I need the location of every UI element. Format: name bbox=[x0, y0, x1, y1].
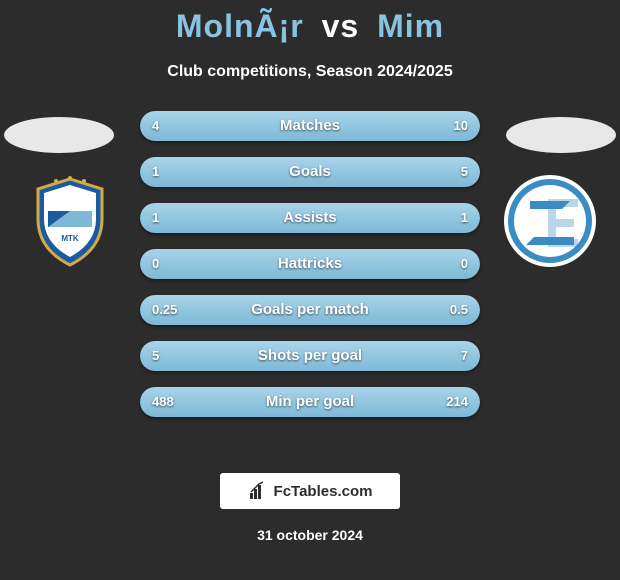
comparison-title: MolnÃ¡r vs Mim bbox=[0, 0, 620, 45]
stat-row: 11Assists bbox=[140, 203, 480, 233]
left-oval-decoration bbox=[4, 117, 114, 153]
vs-label: vs bbox=[322, 8, 360, 44]
stat-label: Shots per goal bbox=[140, 341, 480, 371]
footer-date: 31 october 2024 bbox=[0, 527, 620, 543]
fctables-logo-icon bbox=[248, 481, 268, 501]
stat-label: Assists bbox=[140, 203, 480, 233]
stats-container: 410Matches 15Goals 11Assists 00Hattricks 0.2… bbox=[140, 111, 480, 433]
stat-label: Goals per match bbox=[140, 295, 480, 325]
stat-label: Hattricks bbox=[140, 249, 480, 279]
subtitle: Club competitions, Season 2024/2025 bbox=[0, 63, 620, 81]
stat-row: 57Shots per goal bbox=[140, 341, 480, 371]
stat-row: 15Goals bbox=[140, 157, 480, 187]
player2-name: Mim bbox=[377, 8, 444, 44]
club-logo-left: MTK bbox=[20, 171, 120, 271]
footer-brand-badge: FcTables.com bbox=[220, 473, 400, 509]
stat-row: 410Matches bbox=[140, 111, 480, 141]
stat-label: Matches bbox=[140, 111, 480, 141]
player1-name: MolnÃ¡r bbox=[176, 8, 304, 44]
svg-text:MTK: MTK bbox=[61, 234, 79, 243]
club-logo-right bbox=[500, 171, 600, 271]
comparison-content: MTK 410Matches 15Goals 11Assists 00Hattrick… bbox=[0, 111, 620, 451]
zte-crest-icon bbox=[500, 171, 600, 271]
stat-row: 488214Min per goal bbox=[140, 387, 480, 417]
footer-brand-text: FcTables.com bbox=[274, 483, 373, 500]
stat-label: Goals bbox=[140, 157, 480, 187]
stat-label: Min per goal bbox=[140, 387, 480, 417]
stat-row: 0.250.5Goals per match bbox=[140, 295, 480, 325]
stat-row: 00Hattricks bbox=[140, 249, 480, 279]
right-oval-decoration bbox=[506, 117, 616, 153]
mtk-crest-icon: MTK bbox=[20, 171, 120, 271]
